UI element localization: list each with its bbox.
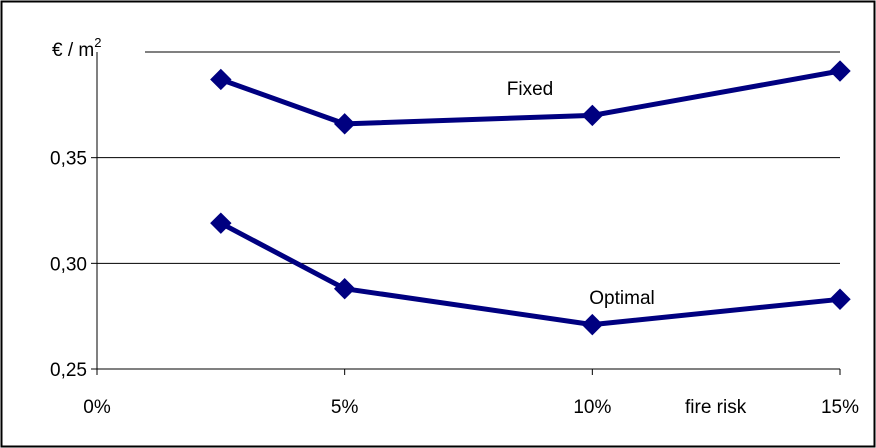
axes — [91, 52, 841, 375]
y-axis-unit-superscript: 2 — [94, 35, 101, 50]
series-line — [219, 220, 841, 328]
data-point-marker — [829, 60, 851, 82]
y-tick-label: 0,25 — [50, 360, 87, 381]
y-tick-label: 0,35 — [50, 149, 87, 170]
tick-labels: 0,25 0,30 0,35 0% 5% 10% 15% — [50, 149, 859, 418]
y-tick-label: 0,30 — [50, 254, 87, 275]
series-optimal: Optimal — [210, 212, 851, 336]
x-tick-label: 15% — [821, 397, 859, 418]
x-tick-label: 5% — [331, 397, 359, 418]
x-tick-label: 0% — [83, 397, 111, 418]
y-axis-unit-label: € / m2 — [52, 35, 101, 61]
series: Fixed Optimal — [210, 60, 851, 336]
series-label: Optimal — [589, 288, 654, 309]
series-fixed: Fixed — [210, 60, 851, 135]
data-point-marker — [581, 313, 604, 336]
data-point-marker — [333, 113, 356, 135]
data-point-marker — [210, 68, 232, 91]
data-point-marker — [829, 288, 851, 310]
data-point-marker — [210, 212, 232, 234]
y-axis-unit-text: € / m — [52, 40, 94, 61]
x-tick-label: 10% — [573, 397, 611, 418]
data-point-marker — [581, 104, 604, 127]
series-line — [219, 68, 841, 127]
x-axis-label: fire risk — [685, 397, 747, 418]
gridlines — [97, 51, 840, 264]
data-point-marker — [333, 277, 356, 300]
series-label: Fixed — [507, 79, 553, 100]
